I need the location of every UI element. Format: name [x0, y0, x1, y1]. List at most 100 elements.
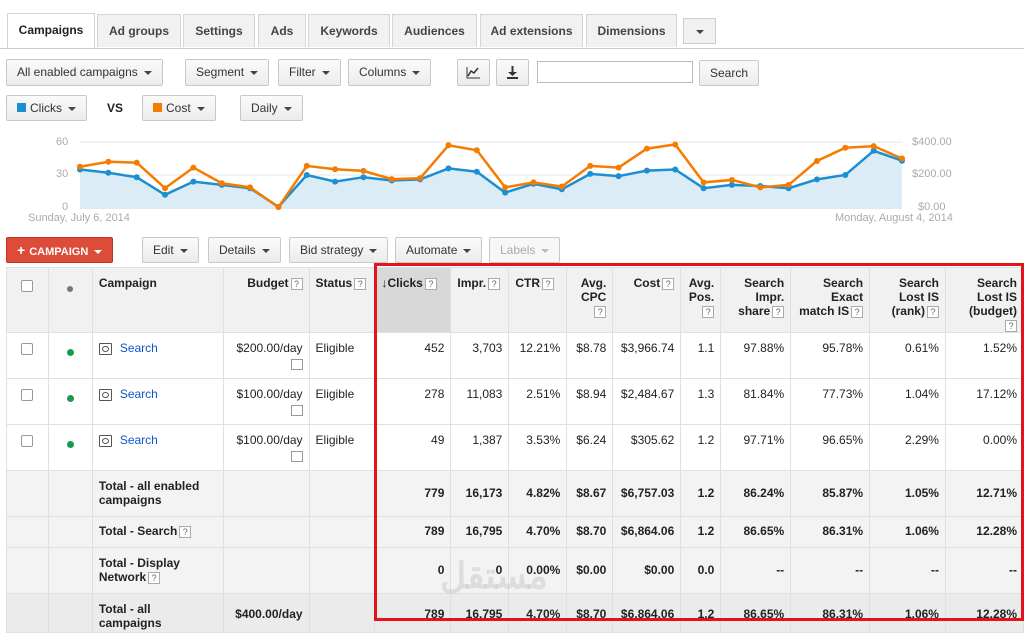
cost-point[interactable]	[842, 144, 849, 151]
row-checkbox[interactable]	[21, 435, 34, 447]
col-ctr[interactable]: CTR?	[508, 267, 568, 333]
cost-point[interactable]	[700, 179, 707, 186]
edit-button[interactable]: Edit	[142, 237, 199, 263]
automate-button[interactable]: Automate	[395, 237, 483, 263]
cost-point[interactable]	[360, 167, 367, 174]
tab-audiences[interactable]: Audiences	[392, 14, 477, 47]
cost-point[interactable]	[473, 147, 480, 154]
status-dot-header[interactable]	[47, 267, 93, 333]
cost-point[interactable]	[275, 204, 282, 211]
help-icon[interactable]: ?	[148, 571, 161, 584]
bid-strategy-button[interactable]: Bid strategy	[289, 237, 389, 263]
cost-point[interactable]	[388, 176, 395, 183]
clicks-point[interactable]	[303, 172, 310, 178]
cost-point[interactable]	[417, 175, 424, 182]
clicks-point[interactable]	[445, 165, 452, 172]
clicks-point[interactable]	[587, 170, 594, 177]
clicks-point[interactable]	[162, 191, 169, 198]
filter-button[interactable]: Filter	[278, 59, 341, 86]
row-select-cell[interactable]	[6, 424, 49, 471]
campaign-filter-dropdown[interactable]: All enabled campaigns	[6, 59, 163, 86]
help-icon[interactable]: ?	[702, 305, 715, 318]
toggle-graph-button[interactable]	[457, 59, 490, 86]
col-campaign[interactable]: Campaign	[91, 267, 224, 333]
new-campaign-button[interactable]: + CAMPAIGN	[6, 237, 114, 263]
help-icon[interactable]: ?	[662, 277, 675, 290]
help-icon[interactable]: ?	[354, 277, 367, 290]
more-tabs-button[interactable]	[683, 18, 716, 44]
cost-point[interactable]	[445, 142, 452, 149]
segment-button[interactable]: Segment	[185, 59, 270, 86]
help-icon[interactable]: ?	[594, 305, 607, 318]
search-input[interactable]	[537, 61, 693, 83]
columns-button[interactable]: Columns	[348, 59, 432, 86]
enabled-status-icon[interactable]	[66, 441, 74, 448]
row-status-cell[interactable]	[47, 424, 93, 471]
col-search-lost-is-rank[interactable]: Search Lost IS (rank)?	[869, 267, 946, 333]
campaign-link[interactable]: Search	[119, 387, 158, 401]
download-button[interactable]	[496, 59, 529, 86]
select-all-header[interactable]	[6, 267, 49, 333]
col-status[interactable]: Status?	[308, 267, 376, 333]
campaign-link[interactable]: Search	[119, 433, 158, 447]
row-checkbox[interactable]	[21, 389, 34, 401]
clicks-point[interactable]	[672, 166, 679, 173]
col-impr[interactable]: Impr.?	[450, 267, 510, 333]
budget-chart-icon[interactable]	[290, 404, 303, 416]
row-select-cell[interactable]	[6, 332, 49, 379]
tab-dimensions[interactable]: Dimensions	[586, 14, 677, 47]
help-icon[interactable]: ?	[424, 277, 437, 290]
col-budget[interactable]: Budget?	[222, 267, 310, 333]
select-all-checkbox[interactable]	[21, 280, 34, 292]
col-avg-pos[interactable]: Avg. Pos.?	[680, 267, 722, 333]
tab-ads[interactable]: Ads	[258, 14, 306, 47]
row-select-cell[interactable]	[6, 378, 49, 425]
clicks-point[interactable]	[700, 185, 707, 192]
help-icon[interactable]: ?	[851, 305, 864, 318]
cost-point[interactable]	[813, 157, 820, 164]
cost-point[interactable]	[105, 158, 112, 165]
cost-point[interactable]	[247, 184, 254, 191]
help-icon[interactable]: ?	[179, 525, 192, 538]
cost-point[interactable]	[728, 176, 735, 183]
help-icon[interactable]: ?	[290, 277, 303, 290]
campaign-link[interactable]: Search	[119, 341, 158, 355]
cost-point[interactable]	[672, 141, 679, 148]
cost-point[interactable]	[615, 164, 622, 171]
clicks-point[interactable]	[190, 178, 197, 185]
enabled-status-icon[interactable]	[66, 349, 74, 356]
tab-settings[interactable]: Settings	[183, 14, 255, 47]
help-icon[interactable]: ?	[542, 277, 555, 290]
budget-cell[interactable]: $200.00/day	[222, 332, 310, 379]
cost-point[interactable]	[757, 184, 764, 191]
clicks-point[interactable]	[133, 174, 140, 181]
cost-point[interactable]	[332, 166, 339, 173]
row-checkbox[interactable]	[21, 343, 34, 355]
budget-cell[interactable]: $100.00/day	[222, 378, 310, 425]
clicks-point[interactable]	[813, 176, 820, 183]
budget-chart-icon[interactable]	[290, 450, 303, 462]
period-dropdown[interactable]: Daily	[240, 95, 303, 121]
help-icon[interactable]: ?	[772, 305, 785, 318]
clicks-point[interactable]	[502, 189, 509, 196]
cost-point[interactable]	[643, 145, 650, 152]
cost-point[interactable]	[870, 143, 877, 150]
metric1-dropdown[interactable]: Clicks	[6, 95, 87, 121]
tab-campaigns[interactable]: Campaigns	[7, 13, 95, 48]
row-status-cell[interactable]	[47, 332, 93, 379]
row-status-cell[interactable]	[47, 378, 93, 425]
cost-point[interactable]	[530, 179, 537, 186]
cost-point[interactable]	[218, 180, 225, 187]
cost-point[interactable]	[162, 185, 169, 192]
cost-point[interactable]	[190, 164, 197, 171]
metric2-dropdown[interactable]: Cost	[142, 95, 216, 121]
col-search-impr-share[interactable]: Search Impr. share?	[720, 267, 792, 333]
col-cost[interactable]: Cost?	[612, 267, 682, 333]
cost-point[interactable]	[558, 183, 565, 190]
clicks-point[interactable]	[842, 172, 849, 178]
search-button[interactable]: Search	[699, 60, 760, 86]
clicks-point[interactable]	[105, 169, 112, 176]
clicks-point[interactable]	[332, 178, 339, 185]
tab-ad-extensions[interactable]: Ad extensions	[480, 14, 583, 47]
clicks-point[interactable]	[870, 147, 877, 154]
